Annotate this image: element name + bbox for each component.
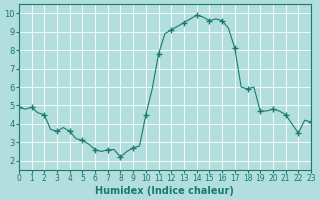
X-axis label: Humidex (Indice chaleur): Humidex (Indice chaleur) <box>95 186 234 196</box>
